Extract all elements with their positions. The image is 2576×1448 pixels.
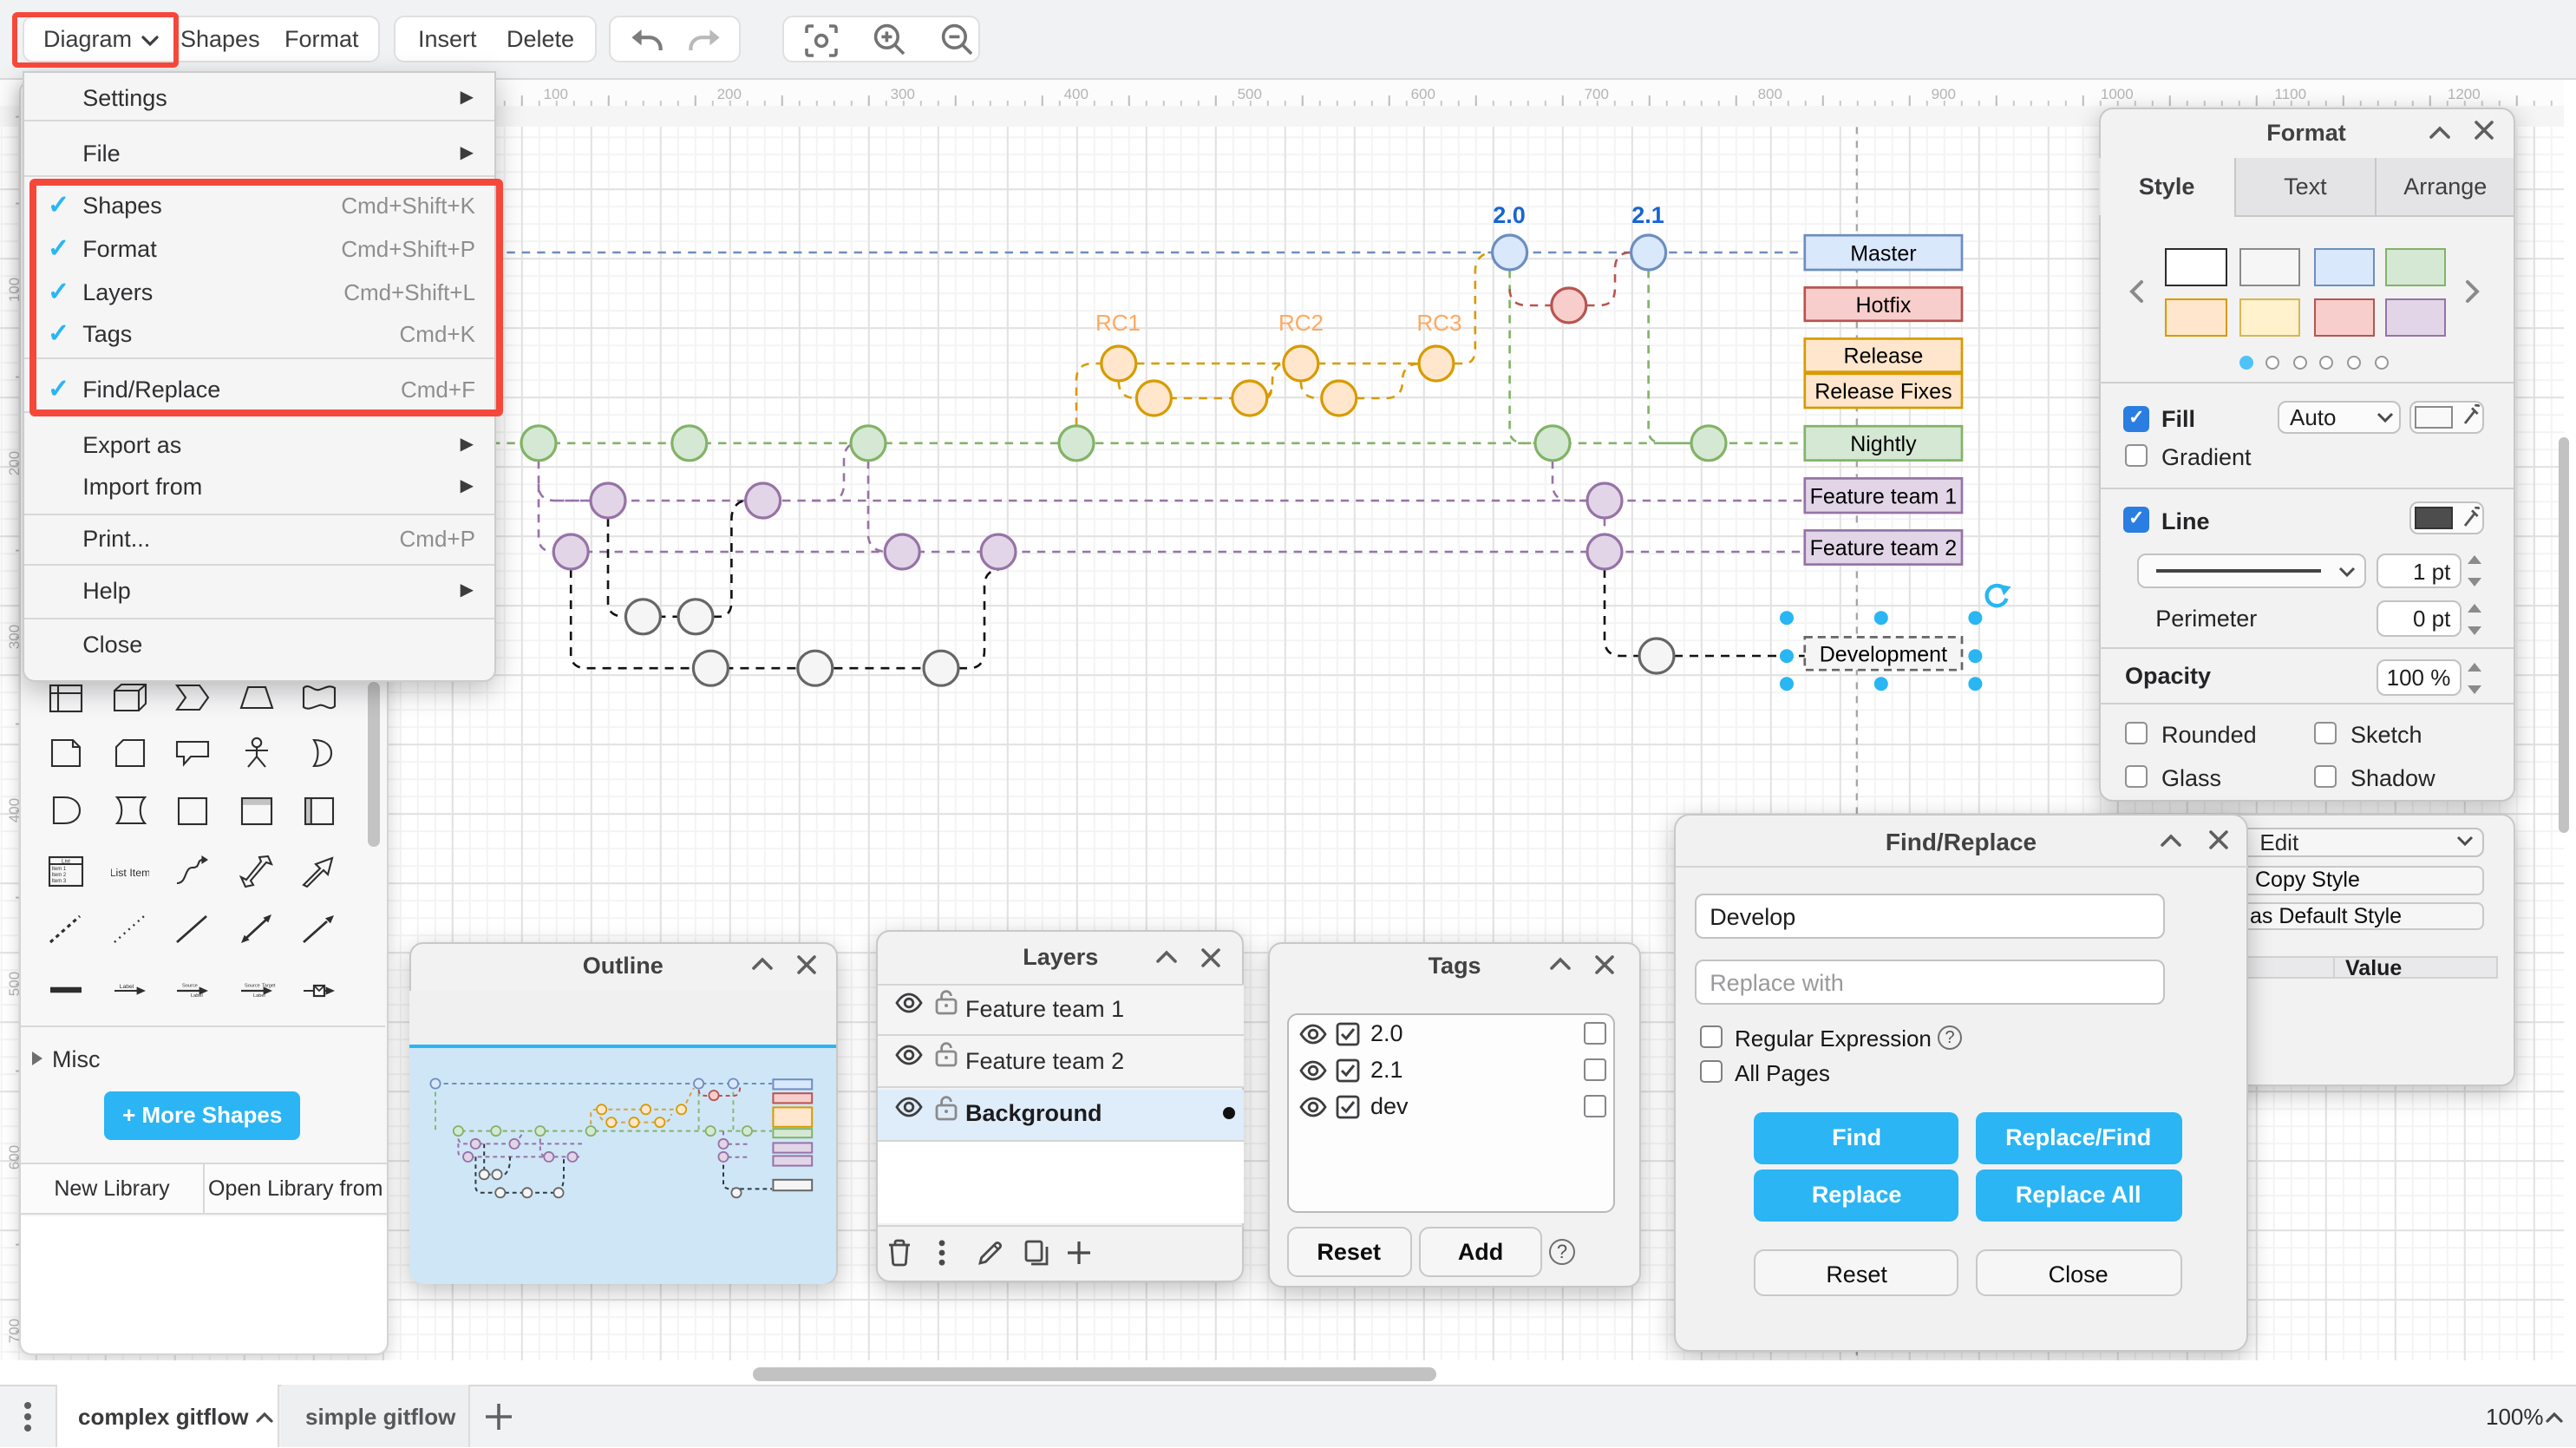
svg-text:Label: Label [252,993,265,999]
svg-text:Source: Source [182,984,198,989]
svg-text:Master: Master [1850,241,1916,265]
svg-text:Feature team 1: Feature team 1 [1810,484,1958,508]
svg-text:2.0: 2.0 [1493,202,1526,228]
svg-text:Source: Source [244,984,259,989]
svg-text:RC3: RC3 [1416,310,1461,336]
svg-text:Nightly: Nightly [1850,432,1917,456]
svg-text:Hotfix: Hotfix [1855,293,1911,318]
svg-text:Release: Release [1844,344,1924,369]
svg-text:RC2: RC2 [1278,310,1324,336]
svg-text:Item 2: Item 2 [52,873,67,878]
svg-text:Label: Label [119,984,134,990]
svg-text:List Item: List Item [110,867,148,879]
svg-text:Item 1: Item 1 [52,867,67,872]
svg-text:List: List [62,858,70,864]
svg-text:Development: Development [1820,642,1947,666]
svg-text:Label: Label [191,993,203,999]
svg-text:Item 3: Item 3 [52,879,67,884]
svg-text:Target: Target [261,984,275,989]
svg-text:Release Fixes: Release Fixes [1814,380,1952,404]
svg-text:Feature team 2: Feature team 2 [1810,536,1958,560]
svg-text:2.1: 2.1 [1631,202,1664,228]
svg-text:RC1: RC1 [1095,310,1141,336]
